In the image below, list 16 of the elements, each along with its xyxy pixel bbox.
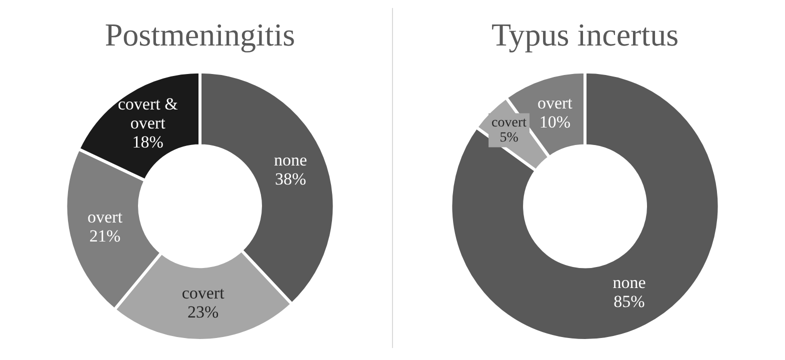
data-label: 38% (274, 169, 306, 188)
data-label: 18% (132, 132, 164, 152)
data-label: 5% (500, 130, 519, 146)
slice-label: covert (182, 283, 225, 302)
data-label: 23% (187, 302, 219, 322)
slice-label: covert (492, 115, 527, 130)
slice-label: covert & overt (118, 94, 178, 132)
data-label: 21% (89, 226, 121, 246)
chart-title: Postmeningitis (104, 16, 296, 53)
chart-title: Typus incertus (491, 16, 679, 53)
data-label: 10% (539, 112, 570, 132)
slice-label: overt (537, 94, 573, 113)
slice-label: none (612, 272, 646, 292)
slice-label: overt (88, 207, 123, 226)
slice-label: none (274, 150, 308, 170)
data-label: 85% (614, 292, 645, 311)
